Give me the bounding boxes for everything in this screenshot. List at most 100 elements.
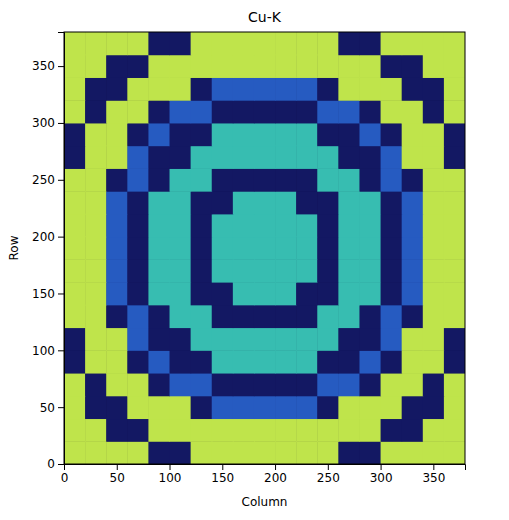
tick-mark xyxy=(58,350,64,351)
heat-cell xyxy=(233,259,255,282)
tick: 50 xyxy=(110,464,125,485)
heat-cell xyxy=(317,214,339,237)
heat-cell xyxy=(106,55,128,78)
heat-cell xyxy=(423,328,445,351)
heat-cell xyxy=(191,146,213,169)
heat-cell xyxy=(296,396,318,419)
heat-cell xyxy=(106,328,128,351)
tick-mark xyxy=(58,407,64,408)
heat-cell xyxy=(338,237,360,260)
heat-cell xyxy=(254,350,276,373)
tick-mark xyxy=(170,464,171,470)
tick-mark xyxy=(58,123,64,124)
heat-cell xyxy=(148,305,170,328)
heat-cell xyxy=(170,282,192,305)
tick-label: 50 xyxy=(40,400,55,414)
heat-cell xyxy=(317,123,339,146)
tick-label: 350 xyxy=(422,471,445,485)
tick-label: 50 xyxy=(110,471,125,485)
heat-cell xyxy=(191,328,213,351)
heat-cell xyxy=(381,168,403,191)
heat-cell xyxy=(381,259,403,282)
heat-cell xyxy=(212,214,234,237)
heat-cell xyxy=(338,168,360,191)
heat-cell xyxy=(64,305,86,328)
heat-cell xyxy=(444,32,465,55)
heat-cell xyxy=(85,146,107,169)
heat-cell xyxy=(148,441,170,464)
heat-cell xyxy=(444,123,465,146)
heat-cell xyxy=(381,77,403,100)
heat-cell xyxy=(148,32,170,55)
heat-cell xyxy=(296,305,318,328)
heat-cell xyxy=(64,77,86,100)
tick: 50 xyxy=(40,400,64,414)
heat-cell xyxy=(233,32,255,55)
tick-label: 150 xyxy=(211,471,234,485)
heat-cell xyxy=(296,441,318,464)
heat-cell xyxy=(296,237,318,260)
tick-mark xyxy=(58,464,64,465)
heat-cell xyxy=(127,32,149,55)
heat-cell xyxy=(444,259,465,282)
heat-cell xyxy=(402,214,424,237)
heat-cell xyxy=(85,259,107,282)
heat-cell xyxy=(212,237,234,260)
heat-cell xyxy=(296,123,318,146)
heat-cell xyxy=(275,123,297,146)
heat-cell xyxy=(148,123,170,146)
heat-cell xyxy=(275,350,297,373)
heat-cell xyxy=(254,282,276,305)
tick-label: 250 xyxy=(317,471,340,485)
heat-cell xyxy=(359,214,381,237)
heat-cell xyxy=(233,191,255,214)
heat-cell xyxy=(191,32,213,55)
heat-cell xyxy=(338,77,360,100)
heat-cell xyxy=(359,168,381,191)
heat-cell xyxy=(170,214,192,237)
heat-cell xyxy=(64,373,86,396)
heat-cell xyxy=(423,214,445,237)
heat-cell xyxy=(359,373,381,396)
tick-label: 0 xyxy=(61,471,69,485)
heat-cell xyxy=(317,55,339,78)
tick: 350 xyxy=(422,464,445,485)
heat-cell xyxy=(254,168,276,191)
heat-cell xyxy=(64,32,86,55)
heat-cell xyxy=(212,441,234,464)
heat-cell xyxy=(359,191,381,214)
heat-cell xyxy=(275,282,297,305)
heat-cell xyxy=(317,396,339,419)
heat-cell xyxy=(317,32,339,55)
heat-cell xyxy=(338,55,360,78)
heat-cell xyxy=(148,396,170,419)
heat-cell xyxy=(359,237,381,260)
heat-cell xyxy=(64,123,86,146)
heat-cell xyxy=(402,328,424,351)
tick-mark xyxy=(58,293,64,294)
heat-cell xyxy=(381,123,403,146)
heat-cell xyxy=(212,350,234,373)
heat-cell xyxy=(317,282,339,305)
heat-cell xyxy=(106,32,128,55)
heat-cell xyxy=(191,282,213,305)
heat-cell xyxy=(127,441,149,464)
heat-cell xyxy=(191,214,213,237)
heat-cell xyxy=(233,214,255,237)
heat-cell xyxy=(444,350,465,373)
heat-cell xyxy=(338,328,360,351)
heat-cell xyxy=(381,237,403,260)
tick-label: 350 xyxy=(32,59,55,73)
heat-cell xyxy=(359,55,381,78)
heat-cell xyxy=(338,214,360,237)
heat-cell xyxy=(106,237,128,260)
heat-cell xyxy=(444,396,465,419)
heat-cell xyxy=(296,350,318,373)
heat-cell xyxy=(170,100,192,123)
heat-cell xyxy=(127,237,149,260)
heat-cell xyxy=(402,55,424,78)
heat-cell xyxy=(212,55,234,78)
heat-cell xyxy=(170,237,192,260)
heat-cell xyxy=(212,396,234,419)
heat-cell xyxy=(191,237,213,260)
